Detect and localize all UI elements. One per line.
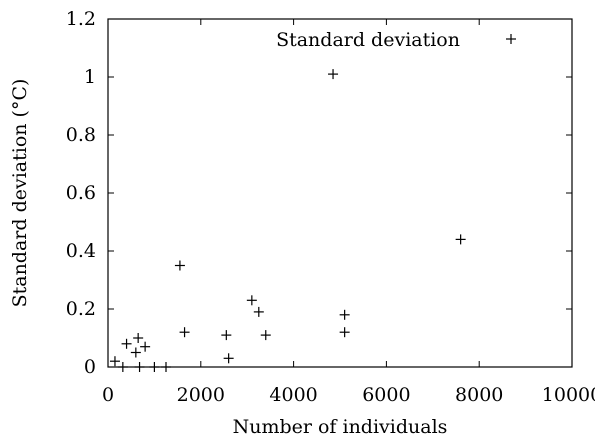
x-tick-label: 0 [102, 384, 114, 406]
data-point [455, 234, 466, 245]
data-point [179, 327, 190, 338]
y-tick-label: 0.6 [66, 182, 96, 204]
data-point [253, 306, 264, 317]
data-point [117, 362, 128, 372]
data-point [130, 347, 141, 358]
data-point [121, 338, 132, 349]
y-tick-label: 1.2 [66, 8, 96, 30]
y-tick-label: 0.8 [66, 124, 96, 146]
data-point [149, 362, 160, 372]
data-point [223, 353, 234, 364]
data-point [260, 330, 271, 341]
data-point [339, 327, 350, 338]
y-axis-label: Standard deviation (°C) [9, 79, 31, 308]
data-point [246, 295, 257, 306]
data-point [133, 333, 144, 343]
legend: Standard deviation [276, 29, 516, 51]
x-tick-label: 2000 [177, 384, 225, 406]
x-axis-label: Number of individuals [233, 416, 448, 438]
data-point [109, 356, 120, 367]
data-point [328, 69, 339, 80]
data-point [174, 260, 185, 271]
x-tick-label: 4000 [269, 384, 317, 406]
data-points [109, 69, 466, 372]
y-tick-label: 0.2 [66, 298, 96, 320]
y-tick-label: 0.4 [66, 240, 96, 262]
data-point [140, 341, 151, 352]
data-point [339, 309, 350, 320]
data-point [161, 362, 171, 372]
x-tick-label: 8000 [455, 384, 503, 406]
x-tick-label: 6000 [362, 384, 410, 406]
y-axis-ticks: 0 0.2 0.4 0.6 0.8 1 1.2 [66, 8, 572, 378]
y-tick-label: 1 [84, 66, 96, 88]
data-point [134, 362, 145, 372]
y-tick-label: 0 [84, 356, 96, 378]
data-point [221, 330, 232, 341]
legend-label-standard-deviation: Standard deviation [276, 29, 460, 51]
